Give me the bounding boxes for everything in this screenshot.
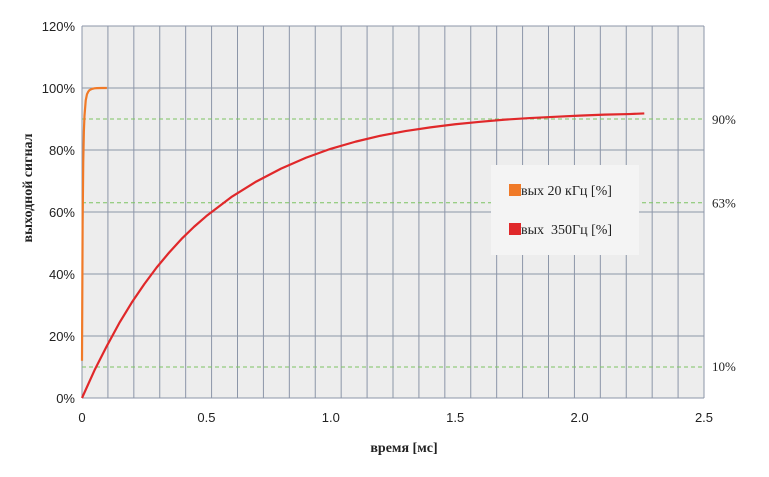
x-tick-label: 2.5 (695, 410, 713, 425)
y-tick-label: 0% (56, 391, 75, 406)
y-tick-label: 120% (42, 19, 76, 34)
y-axis-title: выходной сигнал (21, 133, 36, 242)
reference-label-63pct: 63% (712, 196, 736, 211)
legend-box (491, 165, 639, 255)
x-axis-ticks: 0 0.5 1.0 1.5 2.0 2.5 (78, 410, 713, 425)
reference-label-10pct: 10% (712, 359, 736, 374)
legend: вых 20 кГц [%] вых 350Гц [%] (491, 165, 639, 255)
x-tick-label: 1.0 (322, 410, 340, 425)
legend-label-350hz: вых 350Гц [%] (521, 223, 612, 238)
x-axis-title: время [мс] (370, 441, 437, 456)
x-tick-label: 1.5 (446, 410, 464, 425)
x-tick-label: 0 (78, 410, 85, 425)
y-axis-ticks: 0% 20% 40% 60% 80% 100% 120% (42, 19, 76, 406)
series-group (80, 86, 645, 399)
y-tick-label: 100% (42, 81, 76, 96)
reference-label-90pct: 90% (712, 112, 736, 127)
series-line-20khz (80, 86, 107, 361)
y-tick-label: 80% (49, 143, 75, 158)
y-tick-label: 20% (49, 329, 75, 344)
x-tick-label: 2.0 (571, 410, 589, 425)
legend-label-20khz: вых 20 кГц [%] (521, 184, 612, 199)
legend-swatch-20khz (509, 184, 521, 196)
series-line-350hz (80, 112, 645, 399)
legend-swatch-350hz (509, 223, 521, 235)
y-tick-label: 60% (49, 205, 75, 220)
x-tick-label: 0.5 (197, 410, 215, 425)
y-tick-label: 40% (49, 267, 75, 282)
